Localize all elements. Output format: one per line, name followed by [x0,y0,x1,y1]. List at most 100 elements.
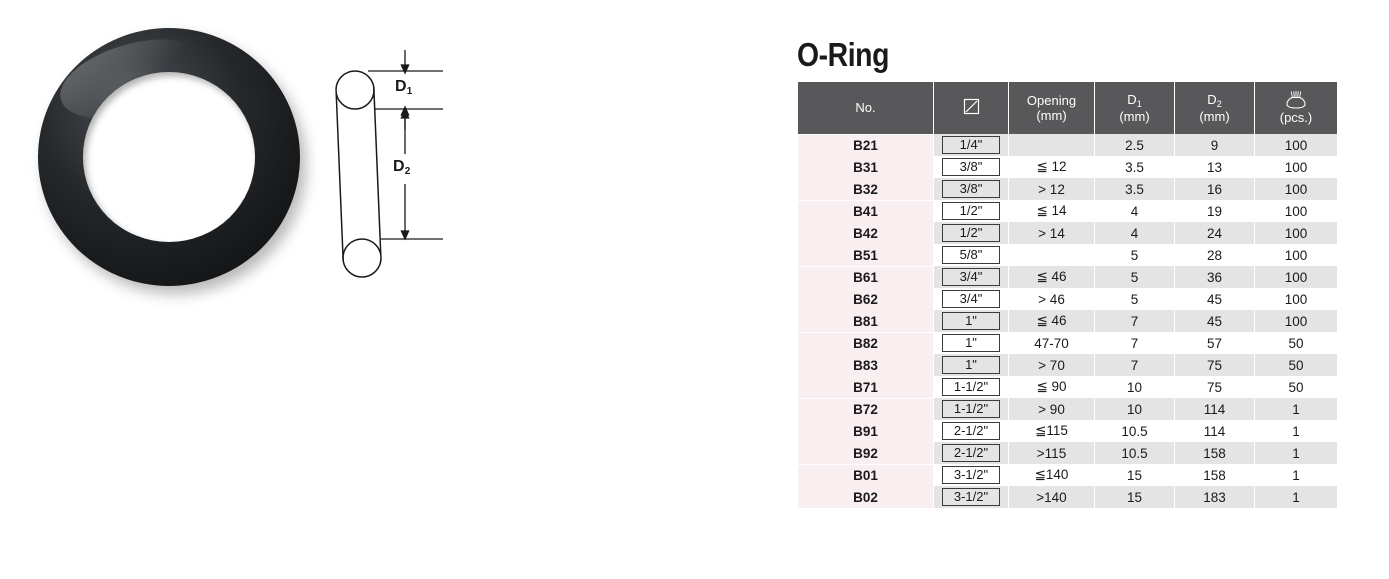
opening-value: ≦140 [1034,467,1069,482]
cell-d2: 36 [1175,266,1254,288]
cell-d1: 5 [1095,244,1174,266]
cell-opening: > 14 [1009,222,1094,244]
cell-d2: 114 [1175,398,1254,420]
table-row: B91 2-1/2" ≦115 10.5 114 1 [798,420,1337,442]
column-header-d1-sub: 1 [1136,98,1142,109]
cell-size: 1-1/2" [934,398,1008,420]
table-row: B51 5/8" 5 28 100 [798,244,1337,266]
size-box: 3/8" [942,158,1000,176]
cell-quantity: 100 [1255,178,1337,200]
spec-table-head: No. Opening (mm) D1 [798,82,1337,134]
table-row: B81 1" ≦ 46 7 45 100 [798,310,1337,332]
cell-no: B81 [798,310,933,332]
cell-opening [1009,134,1094,156]
cell-d1: 7 [1095,332,1174,354]
opening-value: ≦115 [1035,423,1068,438]
size-box: 1-1/2" [942,400,1000,418]
cell-d2: 158 [1175,442,1254,464]
cell-no: B42 [798,222,933,244]
cell-quantity: 1 [1255,442,1337,464]
cell-quantity: 100 [1255,288,1337,310]
cell-d2: 28 [1175,244,1254,266]
cell-d1: 7 [1095,354,1174,376]
cell-opening: ≦115 [1009,420,1094,442]
cell-quantity: 1 [1255,420,1337,442]
table-row: B83 1" > 70 7 75 50 [798,354,1337,376]
opening-value: ≦ 90 [1036,379,1067,394]
cell-d1: 4 [1095,200,1174,222]
cell-quantity: 100 [1255,266,1337,288]
opening-value: ≦ 14 [1036,203,1067,218]
cell-d2: 24 [1175,222,1254,244]
column-header-opening-line2: (mm) [1036,107,1067,123]
cell-size: 1" [934,310,1008,332]
cell-opening: > 90 [1009,398,1094,420]
opening-value: > 90 [1038,401,1065,417]
cell-d1: 3.5 [1095,178,1174,200]
column-header-d1-unit: (mm) [1119,108,1150,124]
cell-quantity: 50 [1255,354,1337,376]
opening-value: 47-70 [1034,335,1069,351]
table-row: B71 1-1/2" ≦ 90 10 75 50 [798,376,1337,398]
cell-d1: 10.5 [1095,442,1174,464]
oring-highlight [51,24,215,134]
size-box: 3/4" [942,290,1000,308]
size-box: 1/2" [942,202,1000,220]
cell-quantity: 1 [1255,398,1337,420]
cell-quantity: 100 [1255,200,1337,222]
cell-size: 5/8" [934,244,1008,266]
size-box: 2-1/2" [942,444,1000,462]
oring-photo [38,24,300,286]
spec-table-block: O-Ring No. [797,36,1337,508]
cell-quantity: 100 [1255,222,1337,244]
opening-value: > 46 [1038,291,1065,307]
cell-no: B02 [798,486,933,508]
size-box: 3/4" [942,268,1000,286]
cell-no: B21 [798,134,933,156]
size-box: 1-1/2" [942,378,1000,396]
size-box: 3-1/2" [942,488,1000,506]
cell-opening [1009,244,1094,266]
opening-value: ≦ 12 [1036,159,1067,174]
cell-no: B41 [798,200,933,222]
cell-d1: 15 [1095,486,1174,508]
cell-d1: 5 [1095,266,1174,288]
table-row: B42 1/2" > 14 4 24 100 [798,222,1337,244]
cell-size: 1" [934,332,1008,354]
cell-opening: >115 [1009,442,1094,464]
size-box: 1" [942,312,1000,330]
column-header-d1: D1 (mm) [1095,82,1174,134]
size-box: 1/4" [942,136,1000,154]
size-box: 1" [942,334,1000,352]
cell-no: B91 [798,420,933,442]
cell-d2: 75 [1175,376,1254,398]
column-header-quantity: (pcs.) [1255,82,1337,134]
column-header-opening-line1: Opening [1026,92,1077,108]
spec-table-body: B21 1/4" 2.5 9 100 B31 3/8" ≦ 12 3.5 13 100 B32 3/8"… [798,134,1337,508]
dimension-label-d2: D2 [393,158,411,177]
cell-d2: 19 [1175,200,1254,222]
cell-no: B82 [798,332,933,354]
cell-opening: ≦ 46 [1009,266,1094,288]
table-row: B61 3/4" ≦ 46 5 36 100 [798,266,1337,288]
cell-quantity: 50 [1255,332,1337,354]
cell-opening: ≦140 [1009,464,1094,486]
cell-d1: 5 [1095,288,1174,310]
table-row: B01 3-1/2" ≦140 15 158 1 [798,464,1337,486]
size-box: 1" [942,356,1000,374]
square-slash-icon [963,98,980,115]
cell-size: 1" [934,354,1008,376]
cell-quantity: 100 [1255,156,1337,178]
bag-icon [1283,90,1309,109]
cell-d1: 2.5 [1095,134,1174,156]
cell-d2: 57 [1175,332,1254,354]
opening-value: >140 [1036,489,1067,505]
opening-value: ≦ 46 [1036,313,1067,328]
cell-opening: > 70 [1009,354,1094,376]
cell-quantity: 50 [1255,376,1337,398]
cell-d2: 75 [1175,354,1254,376]
cell-no: B01 [798,464,933,486]
cell-size: 1-1/2" [934,376,1008,398]
size-box: 3-1/2" [942,466,1000,484]
